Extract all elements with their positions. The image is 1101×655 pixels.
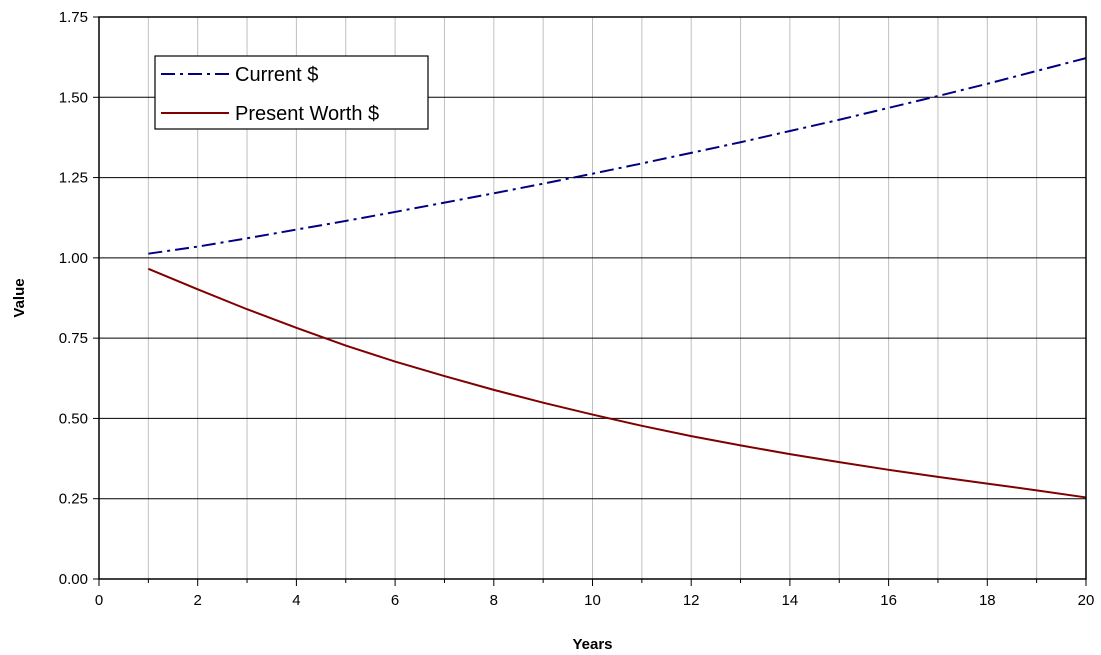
x-tick-label: 14 xyxy=(782,592,799,609)
x-tick-label: 0 xyxy=(95,592,103,609)
x-axis-title: Years xyxy=(572,636,612,653)
axis-ticks xyxy=(93,16,1087,586)
x-tick-label: 10 xyxy=(584,592,601,609)
y-tick-label: 1.75 xyxy=(59,9,88,26)
y-tick-label: 1.00 xyxy=(59,250,88,267)
x-axis-tick-labels: 0 2 4 6 8 10 12 14 16 18 20 xyxy=(95,592,1095,609)
y-tick-label: 1.25 xyxy=(59,170,88,187)
legend-label-present-worth: Present Worth $ xyxy=(235,103,379,125)
y-tick-label: 1.50 xyxy=(59,89,88,106)
y-tick-label: 0.00 xyxy=(59,571,88,588)
y-tick-label: 0.25 xyxy=(59,491,88,508)
x-tick-label: 2 xyxy=(194,592,202,609)
series-line-0 xyxy=(148,57,1087,255)
legend-box xyxy=(154,55,429,130)
series-line-1 xyxy=(147,267,1087,499)
y-tick-label: 0.75 xyxy=(59,330,88,347)
legend: Current $ Present Worth $ xyxy=(154,55,429,130)
y-axis-tick-labels: 0.00 0.25 0.50 0.75 1.00 1.25 1.50 1.75 xyxy=(59,9,88,588)
y-axis-title: Value xyxy=(11,278,28,317)
x-tick-label: 18 xyxy=(979,592,996,609)
y-tick-label: 0.50 xyxy=(59,410,88,427)
legend-label-current: Current $ xyxy=(235,64,318,86)
x-tick-label: 6 xyxy=(391,592,399,609)
x-tick-label: 16 xyxy=(880,592,897,609)
series-lines xyxy=(147,57,1087,499)
x-tick-label: 8 xyxy=(490,592,498,609)
x-tick-label: 20 xyxy=(1078,592,1095,609)
x-tick-label: 4 xyxy=(292,592,300,609)
x-tick-label: 12 xyxy=(683,592,700,609)
